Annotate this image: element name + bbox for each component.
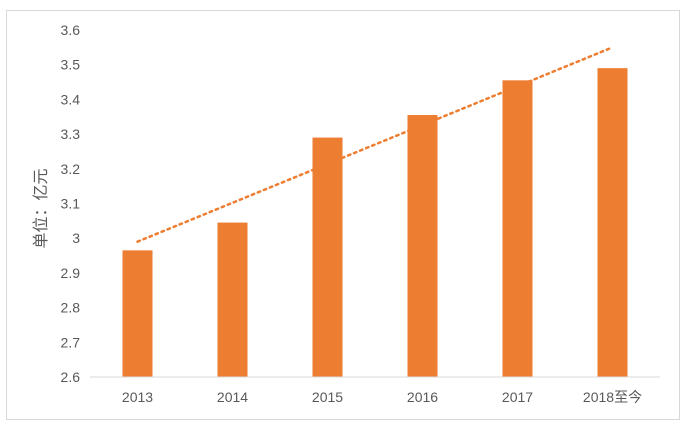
y-tick-label: 3.5 bbox=[61, 57, 81, 73]
bar-2013 bbox=[122, 250, 153, 377]
chart-frame bbox=[6, 10, 680, 420]
y-tick-label: 3.1 bbox=[61, 196, 81, 212]
y-tick-labels: 2.6 2.7 2.8 2.9 3 3.1 3.2 3.3 3.4 3.5 3.6 bbox=[61, 22, 81, 385]
y-tick-label: 3.4 bbox=[61, 91, 81, 107]
x-tick-label: 2018至今 bbox=[583, 389, 642, 405]
x-tick-label: 2017 bbox=[502, 389, 533, 405]
y-tick-label: 3.2 bbox=[61, 161, 81, 177]
y-axis-title: 单位：亿元 bbox=[31, 168, 50, 248]
bar-2014 bbox=[217, 222, 248, 377]
bar-2018至今 bbox=[597, 68, 628, 378]
bar-2016 bbox=[407, 115, 438, 377]
bars bbox=[122, 68, 628, 378]
x-tick-labels: 2013 2014 2015 2016 2017 2018至今 bbox=[122, 389, 642, 405]
x-tick-label: 2013 bbox=[122, 389, 153, 405]
y-tick-label: 2.6 bbox=[61, 369, 81, 385]
bar-2017 bbox=[502, 80, 533, 377]
x-tick-label: 2015 bbox=[312, 389, 343, 405]
y-tick-label: 2.9 bbox=[61, 265, 81, 281]
y-tick-label: 3 bbox=[72, 230, 80, 246]
y-tick-label: 3.6 bbox=[61, 22, 81, 38]
y-tick-label: 2.7 bbox=[61, 334, 81, 350]
trendline bbox=[136, 46, 614, 243]
y-tick-label: 3.3 bbox=[61, 126, 81, 142]
bar-2015 bbox=[312, 137, 343, 377]
y-axis-title-group: 单位：亿元 bbox=[31, 168, 50, 248]
x-tick-label: 2016 bbox=[407, 389, 438, 405]
y-tick-label: 2.8 bbox=[61, 300, 81, 316]
x-tick-label: 2014 bbox=[217, 389, 248, 405]
